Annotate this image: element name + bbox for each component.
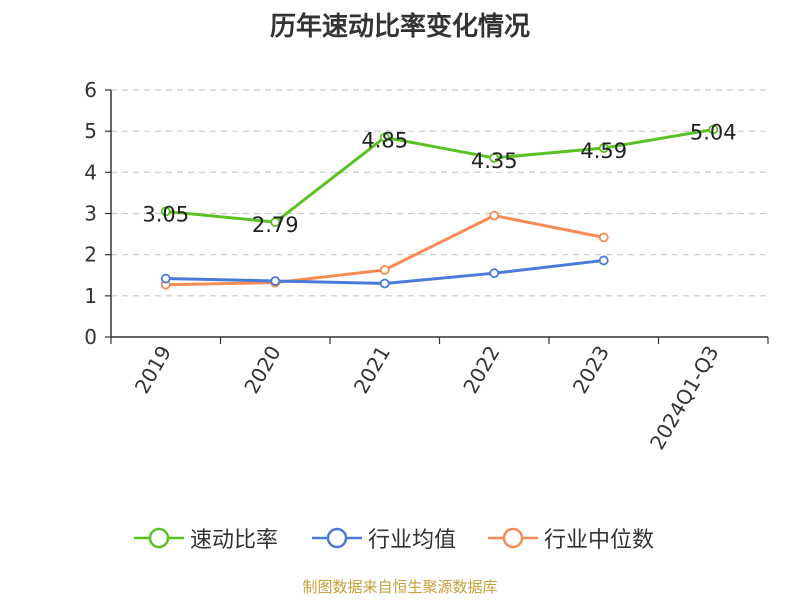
y-tick-label: 0 xyxy=(84,325,97,349)
y-tick-label: 4 xyxy=(84,160,97,184)
legend-item-series-1[interactable]: 行业均值 xyxy=(312,520,456,556)
data-point xyxy=(598,143,609,153)
data-label: 4.85 xyxy=(361,128,408,152)
data-point xyxy=(598,255,609,266)
source-note: 制图数据来自恒生聚源数据库 xyxy=(302,578,498,596)
legend-line-circle-icon xyxy=(488,527,538,549)
chart-title: 历年速动比率变化情况 xyxy=(269,12,530,42)
data-point xyxy=(379,132,390,143)
series-lines xyxy=(160,124,719,290)
axes: 0 1 2 3 4 5 6 2019 2020 2021 2022 2023 2024Q1-Q3 xyxy=(84,78,769,454)
y-tick-label: 1 xyxy=(84,284,97,308)
x-tick-label: 2021 xyxy=(349,342,395,398)
data-point xyxy=(160,273,171,284)
legend-label: 速动比率 xyxy=(190,528,279,553)
data-label: 2.79 xyxy=(252,213,299,237)
y-tick-label: 3 xyxy=(84,202,97,226)
legend-label: 行业中位数 xyxy=(544,528,655,553)
gridlines xyxy=(111,89,768,297)
data-point xyxy=(598,232,609,243)
data-point xyxy=(489,153,500,163)
x-tick-label: 2019 xyxy=(130,342,176,398)
data-point xyxy=(379,264,390,275)
legend-line-circle-icon xyxy=(312,527,362,549)
legend-item-series-2[interactable]: 行业中位数 xyxy=(488,520,654,556)
data-point xyxy=(379,278,390,289)
data-point xyxy=(489,210,500,221)
x-tick-label: 2022 xyxy=(458,342,504,398)
x-tick-label: 2020 xyxy=(239,342,285,398)
data-point xyxy=(708,124,719,135)
legend-line-circle-icon xyxy=(134,527,184,549)
data-label: 5.04 xyxy=(690,121,737,145)
x-tick-label: 2023 xyxy=(568,342,614,398)
data-point xyxy=(489,268,500,279)
data-point xyxy=(270,217,281,228)
data-label: 3.05 xyxy=(142,202,189,226)
data-label: 4.59 xyxy=(580,139,627,163)
y-tick-label: 2 xyxy=(84,243,97,267)
data-point xyxy=(270,276,281,286)
data-labels: 3.05 2.79 4.85 4.35 4.59 5.04 xyxy=(142,121,736,238)
series-line-0 xyxy=(165,128,714,224)
y-tick-label: 5 xyxy=(84,119,97,143)
y-tick-label: 6 xyxy=(84,78,97,102)
data-label: 4.35 xyxy=(471,149,518,173)
x-tick-label: 2024Q1-Q3 xyxy=(645,342,724,454)
legend-label: 行业均值 xyxy=(368,528,457,553)
data-point xyxy=(160,206,171,217)
legend: 速动比率 行业均值 行业中位数 xyxy=(0,520,800,556)
legend-item-series-0[interactable]: 速动比率 xyxy=(134,520,278,556)
